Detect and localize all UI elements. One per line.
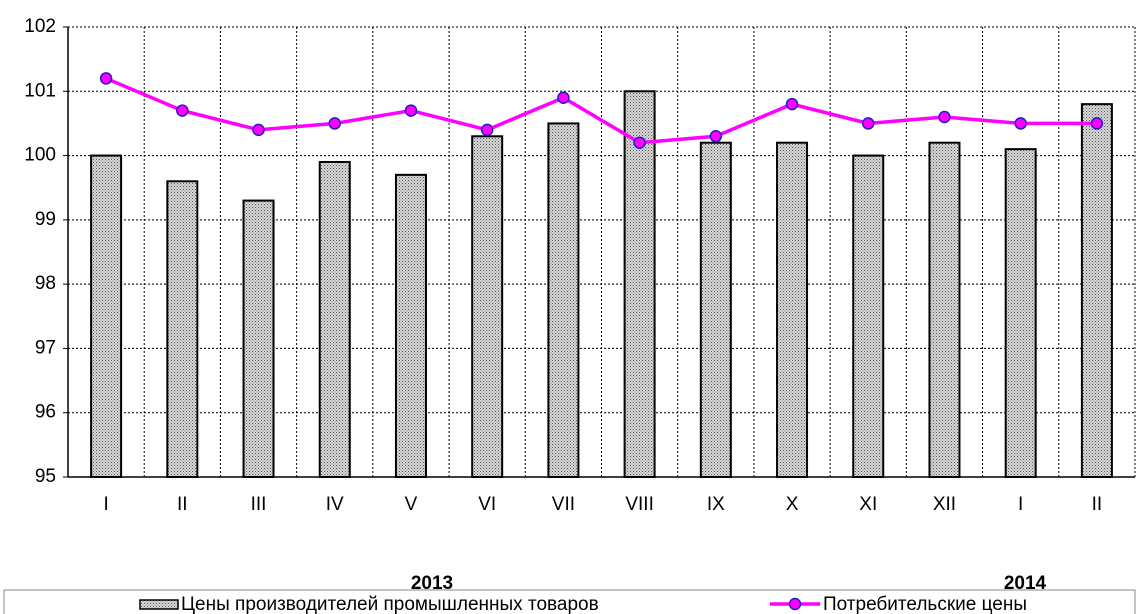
bar (928, 141, 961, 478)
y-tick-label: 97 (35, 337, 56, 358)
x-tick-label: II (1092, 494, 1103, 515)
line-marker (404, 104, 418, 117)
x-tick-label: VII (552, 494, 575, 515)
bar (394, 173, 427, 478)
line-marker (1090, 117, 1104, 130)
line-marker (328, 117, 341, 130)
line-marker (252, 123, 265, 137)
line-marker (1014, 117, 1027, 130)
x-tick-label: VIII (625, 494, 654, 515)
bar (242, 199, 275, 478)
x-tick-label: IV (326, 494, 344, 515)
bar (623, 90, 656, 479)
line-marker (709, 130, 723, 143)
line-marker (557, 91, 570, 104)
legend-box (3, 589, 1136, 614)
x-tick-label: V (405, 494, 418, 515)
line-marker (480, 123, 494, 137)
legend-label: Цены производителей промышленных товаров (181, 594, 599, 614)
x-tick-label: XII (933, 494, 956, 515)
year-label: 2013 (411, 573, 453, 594)
y-tick-label: 102 (24, 16, 56, 37)
line-marker (938, 110, 951, 124)
x-tick-label: I (103, 494, 108, 515)
line-marker (99, 72, 113, 85)
y-tick-label: 98 (35, 273, 56, 294)
y-tick-label: 99 (35, 209, 56, 230)
bar (1080, 103, 1113, 479)
x-tick-label: I (1018, 494, 1023, 515)
bar (318, 161, 351, 478)
line (105, 76, 1097, 145)
bar (852, 154, 885, 478)
legend-swatch (788, 597, 802, 611)
legend-swatch (139, 599, 179, 610)
bar (547, 122, 580, 479)
x-tick-label: VI (478, 494, 496, 515)
y-tick-label: 101 (24, 80, 56, 101)
x-tick-label: XI (859, 494, 877, 515)
y-tick-label: 95 (35, 466, 56, 487)
x-tick-label: III (251, 494, 267, 515)
line-marker (785, 97, 799, 111)
legend: Цены производителей промышленных товаров… (3, 589, 1136, 614)
x-tick-label: II (177, 494, 188, 515)
bar (166, 180, 199, 479)
legend-label: Потребительские цены (823, 594, 1027, 614)
y-tick-label: 100 (24, 145, 56, 166)
bar (776, 141, 809, 478)
bar (699, 141, 732, 478)
year-label: 2014 (1004, 573, 1047, 594)
x-tick-label: X (786, 494, 799, 515)
bar (1004, 148, 1037, 478)
bar (90, 154, 123, 478)
line-marker (862, 117, 875, 130)
y-tick-label: 96 (35, 402, 56, 423)
x-tick-label: IX (707, 494, 725, 515)
line-marker (176, 104, 189, 117)
bar (471, 135, 504, 479)
line-marker (633, 136, 646, 149)
